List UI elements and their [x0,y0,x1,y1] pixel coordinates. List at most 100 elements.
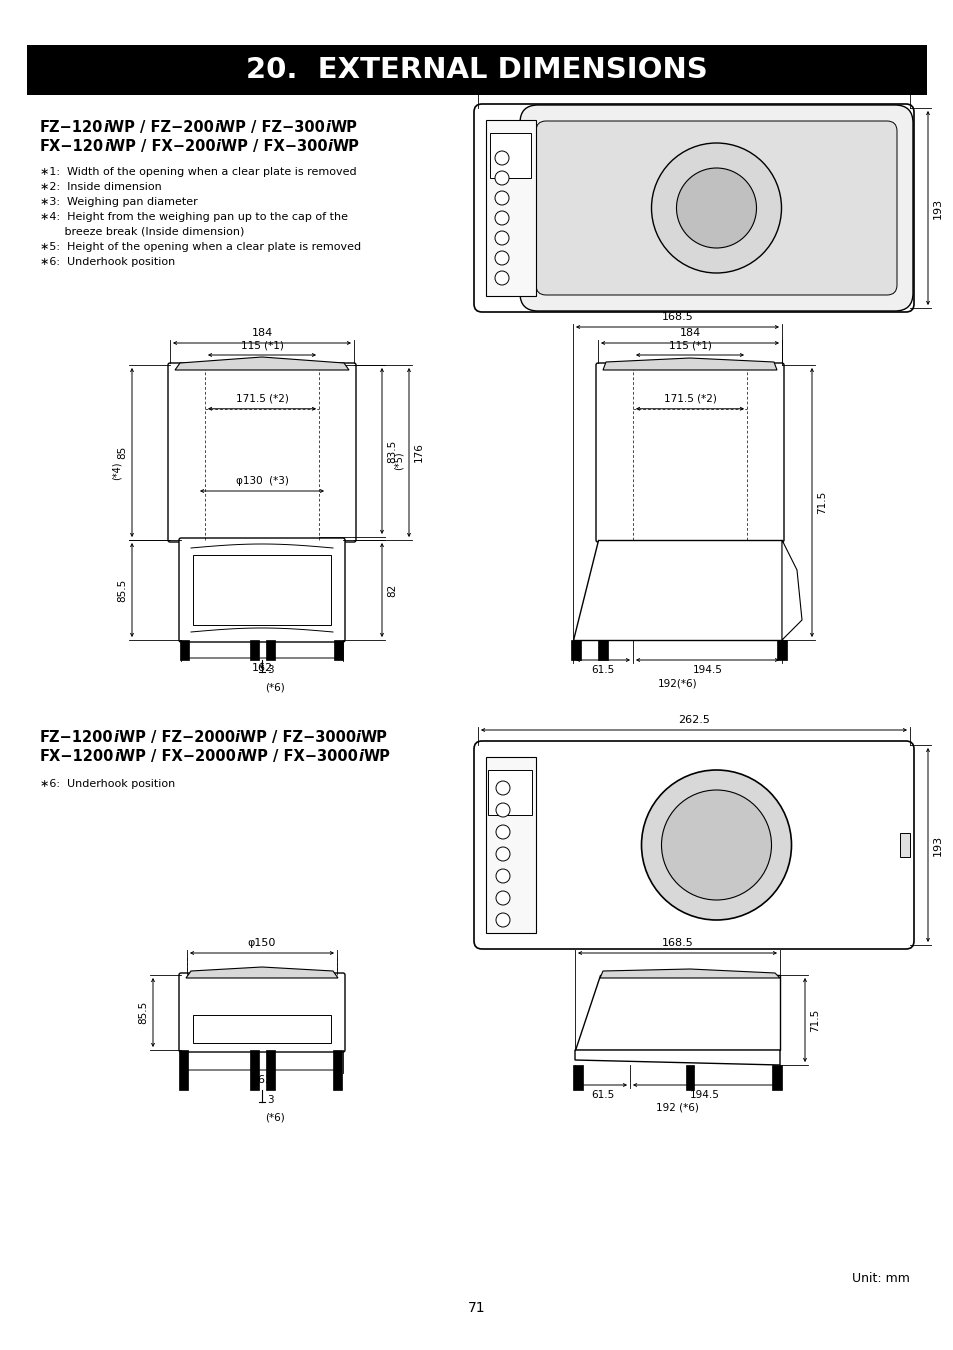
Circle shape [495,151,509,165]
Circle shape [496,782,510,795]
Text: 194.5: 194.5 [689,1089,720,1100]
Text: 184: 184 [251,328,273,338]
Text: 71.5: 71.5 [809,1008,820,1031]
Text: 83.5: 83.5 [387,439,396,463]
Text: 162: 162 [252,1075,273,1085]
Text: (*6): (*6) [265,682,284,693]
Bar [571,640,580,660]
Bar [685,1065,693,1089]
Text: 61.5: 61.5 [590,1089,614,1100]
Text: WP / FX−200: WP / FX−200 [109,139,215,154]
Polygon shape [575,975,780,1050]
Text: i: i [114,749,119,764]
Text: ∗4:  Height from the weighing pan up to the cap of the: ∗4: Height from the weighing pan up to t… [40,212,348,221]
Polygon shape [602,358,776,370]
Text: i: i [325,120,330,135]
Circle shape [651,143,781,273]
Bar [485,757,536,933]
Text: Unit: mm: Unit: mm [851,1272,909,1285]
Circle shape [640,769,791,919]
Bar [193,1015,331,1044]
Text: WP / FZ−300: WP / FZ−300 [219,120,325,135]
FancyBboxPatch shape [519,105,912,311]
Circle shape [660,790,771,900]
Text: (*4): (*4) [112,462,122,479]
Text: WP / FZ−3000: WP / FZ−3000 [239,730,355,745]
Text: ∗3:  Weighing pan diameter: ∗3: Weighing pan diameter [40,197,197,207]
Text: i: i [104,139,109,154]
FancyBboxPatch shape [474,104,913,312]
Text: 194.5: 194.5 [692,666,721,675]
Text: ∗6:  Underhook position: ∗6: Underhook position [40,779,175,788]
Text: ∗2:  Inside dimension: ∗2: Inside dimension [40,182,162,192]
Text: 171.5 (*2): 171.5 (*2) [235,394,288,404]
Text: (*5): (*5) [394,452,403,470]
Text: ∗1:  Width of the opening when a clear plate is removed: ∗1: Width of the opening when a clear pl… [40,167,356,177]
Polygon shape [599,969,780,977]
Text: 3: 3 [267,666,274,675]
Text: 262.5: 262.5 [678,78,709,88]
Bar [899,833,909,857]
Bar [250,1050,258,1089]
Text: WP: WP [330,120,356,135]
Circle shape [495,231,509,244]
FancyBboxPatch shape [179,973,345,1052]
Text: 192 (*6): 192 (*6) [656,1103,699,1112]
Circle shape [496,803,510,817]
Polygon shape [186,967,337,977]
Text: i: i [234,730,239,745]
Bar [250,640,258,660]
FancyBboxPatch shape [168,363,355,541]
Text: 115 (*1): 115 (*1) [668,340,711,350]
Text: 192(*6): 192(*6) [657,678,697,688]
Text: 184: 184 [679,328,700,338]
Text: i: i [357,749,363,764]
Text: 115 (*1): 115 (*1) [240,340,283,350]
Circle shape [676,167,756,248]
Text: WP / FZ−200: WP / FZ−200 [109,120,214,135]
Text: ∗6:  Underhook position: ∗6: Underhook position [40,256,175,267]
Text: φ150: φ150 [248,938,276,948]
Text: 85: 85 [117,446,127,459]
Bar [180,640,189,660]
Bar [333,1050,341,1089]
Text: 162: 162 [252,663,273,674]
Text: WP / FX−3000: WP / FX−3000 [241,749,357,764]
Bar [334,640,343,660]
Text: WP / FX−2000: WP / FX−2000 [119,749,236,764]
Text: i: i [236,749,241,764]
Text: 193: 193 [932,834,942,856]
Polygon shape [575,1050,780,1065]
Text: 85.5: 85.5 [117,578,127,602]
Text: FX−1200: FX−1200 [40,749,114,764]
Circle shape [496,913,510,927]
Text: ∗5:  Height of the opening when a clear plate is removed: ∗5: Height of the opening when a clear p… [40,242,361,252]
Text: 176: 176 [414,443,423,463]
Bar [598,640,607,660]
Text: WP / FZ−2000: WP / FZ−2000 [118,730,234,745]
Text: 71.5: 71.5 [816,491,826,514]
Text: 85.5: 85.5 [138,1000,148,1025]
Text: i: i [113,730,118,745]
Circle shape [496,846,510,861]
FancyBboxPatch shape [596,363,783,541]
Text: FX−120: FX−120 [40,139,104,154]
Bar [776,640,786,660]
Text: 61.5: 61.5 [591,666,614,675]
Text: 262.5: 262.5 [678,716,709,725]
Bar [193,555,331,625]
Text: i: i [327,139,332,154]
Bar [266,640,274,660]
Text: WP: WP [360,730,387,745]
Text: 3: 3 [267,1095,274,1106]
Polygon shape [174,356,349,370]
Bar [490,134,531,178]
Text: i: i [215,139,220,154]
Text: (*6): (*6) [265,1112,284,1122]
Bar [179,1050,188,1089]
Circle shape [496,891,510,904]
Text: 168.5: 168.5 [661,312,693,323]
Text: breeze break (Inside dimension): breeze break (Inside dimension) [40,227,244,238]
Bar [485,120,536,296]
Bar [27,45,926,95]
